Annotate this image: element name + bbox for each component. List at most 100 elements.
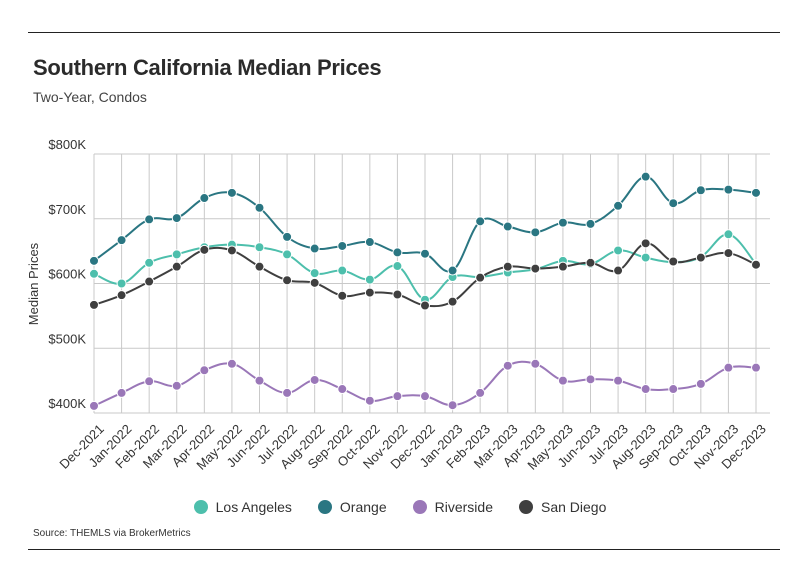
data-point-san-diego [695,252,706,263]
x-axis-ticks: Dec-2021Jan-2022Feb-2022Mar-2022Apr-2022… [56,421,768,472]
data-point-san-diego [144,276,155,287]
data-point-san-diego [254,261,265,272]
data-point-san-diego [420,300,430,311]
data-point-los-angeles [392,261,403,272]
data-point-orange [226,187,237,198]
data-point-riverside [116,387,127,398]
data-point-san-diego [309,277,320,288]
data-point-san-diego [475,272,486,283]
legend-swatch [518,500,533,514]
data-point-san-diego [751,259,761,270]
data-point-san-diego [282,275,293,286]
y-tick-label: $500K [48,331,86,346]
data-point-orange [557,217,568,228]
data-point-orange [475,216,486,227]
data-point-orange [89,255,99,266]
data-point-riverside [254,375,265,386]
data-point-orange [447,265,458,276]
bottom-rule [28,549,780,550]
data-point-los-angeles [723,229,734,240]
data-point-riverside [392,391,403,402]
data-point-san-diego [364,287,375,298]
data-point-orange [199,193,210,204]
legend-label: Los Angeles [215,499,292,515]
data-point-san-diego [640,238,651,249]
data-point-san-diego [530,263,541,274]
y-tick-label: $400K [48,396,86,411]
data-point-san-diego [447,296,458,307]
legend-item-san-diego: San Diego [518,499,607,515]
data-point-los-angeles [613,245,624,256]
legend-item-orange: Orange [317,499,387,515]
chart-subtitle: Two-Year, Condos [33,89,147,105]
legend-swatch [412,500,427,514]
data-point-riverside [282,387,293,398]
data-point-orange [502,221,513,232]
data-point-riverside [668,384,679,395]
legend-swatch [317,500,332,514]
legend-label: San Diego [540,499,607,515]
data-point-riverside [171,380,182,391]
legend-swatch [193,500,208,514]
data-point-san-diego [337,290,348,301]
data-point-orange [364,237,375,248]
data-point-orange [282,231,293,242]
data-point-riverside [89,400,99,411]
data-point-los-angeles [89,268,99,279]
data-point-san-diego [723,248,734,259]
data-point-san-diego [502,261,513,272]
data-point-los-angeles [254,242,265,253]
data-point-orange [530,227,541,238]
data-point-san-diego [392,289,403,300]
data-point-orange [668,198,679,209]
y-axis-title: Median Prices [26,242,41,325]
data-point-orange [613,200,624,211]
data-point-orange [337,240,348,251]
data-point-orange [640,171,651,182]
data-point-san-diego [226,245,237,256]
chart-title: Southern California Median Prices [33,55,382,80]
grid-lines [93,153,770,414]
data-point-riverside [226,358,237,369]
series-san-diego [89,238,761,311]
data-point-riverside [585,374,596,385]
data-point-riverside [695,378,706,389]
data-point-riverside [723,362,734,373]
legend-label: Orange [339,499,387,515]
data-point-san-diego [613,265,624,276]
data-point-orange [116,235,127,246]
data-point-riverside [364,395,375,406]
series-group [89,171,761,411]
data-point-san-diego [585,257,596,268]
data-point-riverside [199,365,210,376]
source-note: Source: THEMLS via BrokerMetrics [33,528,191,539]
y-tick-label: $600K [48,267,86,282]
data-point-orange [585,218,596,229]
data-point-orange [420,248,430,259]
legend-item-riverside: Riverside [412,499,493,515]
data-point-los-angeles [282,249,293,260]
data-point-los-angeles [116,278,127,289]
data-point-orange [392,247,403,258]
data-point-orange [254,202,265,213]
data-point-riverside [613,375,624,386]
data-point-riverside [309,374,320,385]
data-point-los-angeles [144,257,155,268]
data-point-orange [144,214,155,225]
data-point-san-diego [171,261,182,272]
data-point-riverside [640,384,651,395]
data-point-san-diego [199,244,210,255]
data-point-riverside [420,391,430,402]
series-orange [89,171,761,276]
data-point-los-angeles [309,268,320,279]
series-riverside [89,358,761,411]
data-point-san-diego [89,299,99,310]
data-point-riverside [530,358,541,369]
data-point-los-angeles [171,249,182,260]
top-rule [28,32,780,33]
data-point-los-angeles [640,252,651,263]
data-point-riverside [475,387,486,398]
data-point-san-diego [557,261,568,272]
data-point-riverside [144,376,155,387]
